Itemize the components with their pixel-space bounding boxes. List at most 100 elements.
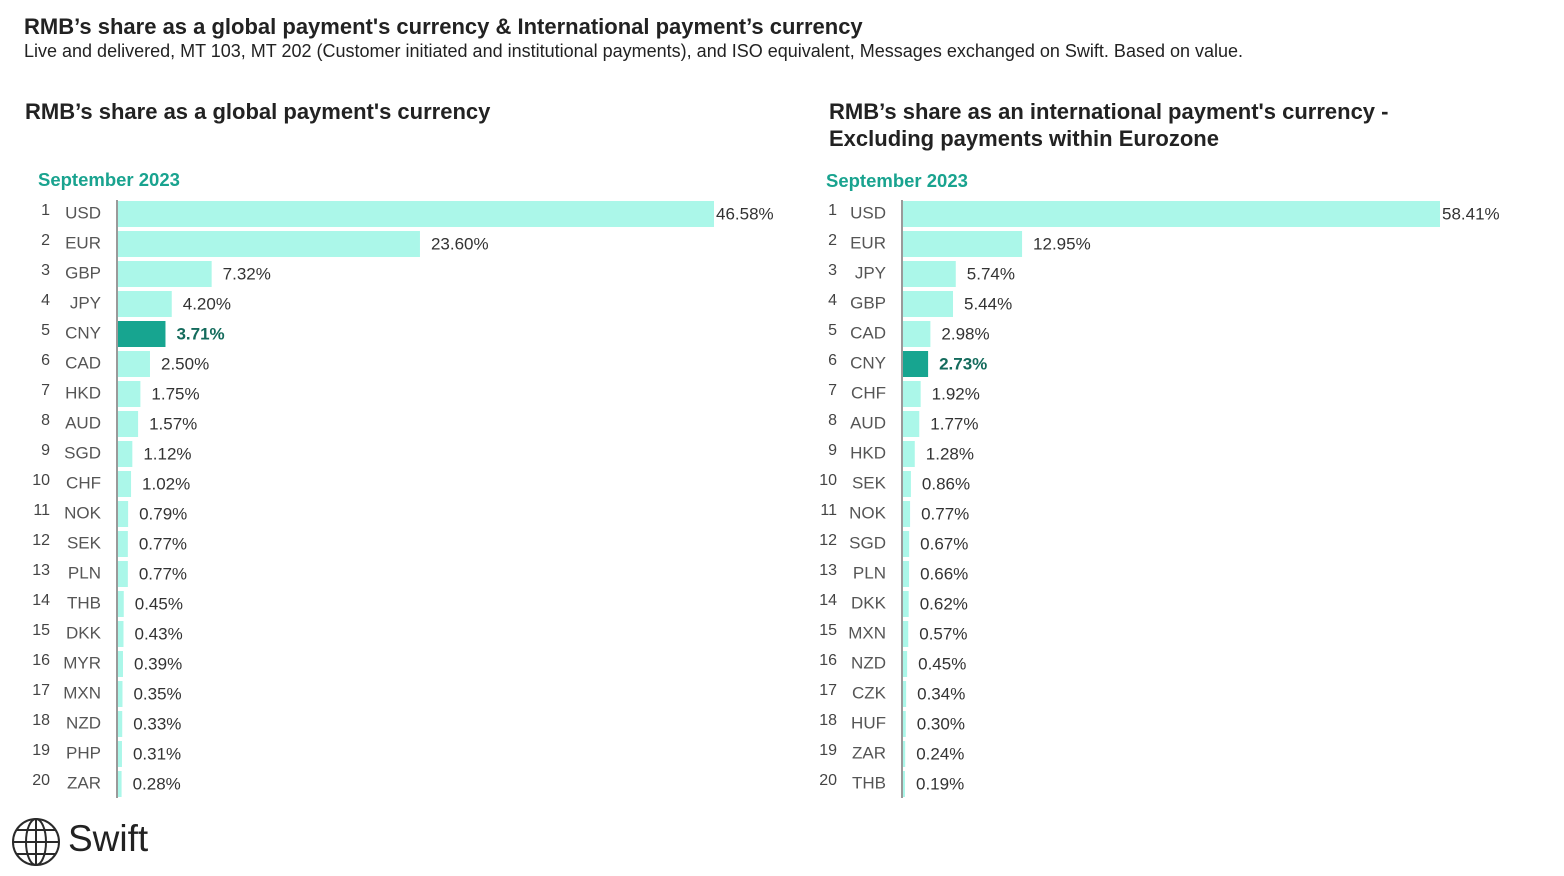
rank-label: 6 bbox=[828, 352, 837, 369]
page-title: RMB’s share as a global payment's curren… bbox=[24, 14, 863, 39]
rank-label: 5 bbox=[41, 322, 50, 339]
bar bbox=[118, 441, 133, 467]
value-label: 7.32% bbox=[223, 264, 271, 283]
currency-label: MXN bbox=[63, 683, 101, 702]
rank-label: 18 bbox=[819, 712, 837, 729]
currency-label: NOK bbox=[64, 503, 102, 522]
currency-label: MYR bbox=[63, 653, 101, 672]
value-label: 0.33% bbox=[133, 714, 181, 733]
rank-label: 20 bbox=[32, 772, 50, 789]
rank-label: 10 bbox=[32, 472, 50, 489]
rank-label: 7 bbox=[828, 382, 837, 399]
currency-label: HUF bbox=[851, 713, 886, 732]
currency-label: HKD bbox=[65, 383, 101, 402]
rank-label: 10 bbox=[819, 472, 837, 489]
rank-label: 6 bbox=[41, 352, 50, 369]
rank-label: 15 bbox=[819, 622, 837, 639]
bar bbox=[118, 651, 123, 677]
page-subtitle: Live and delivered, MT 103, MT 202 (Cust… bbox=[24, 41, 1244, 61]
currency-label: PLN bbox=[853, 563, 886, 582]
bar bbox=[118, 351, 150, 377]
chart-title-international: RMB’s share as an international payment'… bbox=[829, 99, 1389, 151]
currency-label: CHF bbox=[851, 383, 886, 402]
currency-label: GBP bbox=[850, 293, 886, 312]
bar bbox=[118, 711, 123, 737]
rank-label: 9 bbox=[828, 442, 837, 459]
rank-label: 14 bbox=[819, 592, 837, 609]
value-label: 0.31% bbox=[133, 744, 181, 763]
rank-label: 11 bbox=[33, 502, 50, 519]
currency-label: NZD bbox=[66, 713, 101, 732]
rank-label: 16 bbox=[819, 652, 837, 669]
rank-label: 3 bbox=[828, 262, 837, 279]
currency-label: JPY bbox=[855, 263, 886, 282]
bar bbox=[903, 261, 956, 287]
bar bbox=[118, 771, 122, 797]
value-label: 0.45% bbox=[135, 594, 183, 613]
bar bbox=[118, 471, 132, 497]
rank-label: 9 bbox=[41, 442, 50, 459]
bar bbox=[118, 291, 172, 317]
rank-label: 14 bbox=[32, 592, 50, 609]
value-label: 0.66% bbox=[920, 564, 968, 583]
currency-label: SEK bbox=[67, 533, 102, 552]
rank-label: 5 bbox=[828, 322, 837, 339]
value-label: 0.19% bbox=[916, 774, 964, 793]
currency-label: PLN bbox=[68, 563, 101, 582]
currency-label: AUD bbox=[850, 413, 886, 432]
globe-icon bbox=[12, 818, 60, 866]
value-label: 58.41% bbox=[1442, 204, 1500, 223]
bar bbox=[118, 531, 128, 557]
currency-label: DKK bbox=[66, 623, 102, 642]
currency-label: CHF bbox=[66, 473, 101, 492]
rank-label: 12 bbox=[819, 532, 837, 549]
rank-label: 16 bbox=[32, 652, 50, 669]
currency-label: EUR bbox=[850, 233, 886, 252]
value-label: 0.30% bbox=[917, 714, 965, 733]
value-label: 0.45% bbox=[918, 654, 966, 673]
value-label: 23.60% bbox=[431, 234, 489, 253]
value-label: 3.71% bbox=[176, 324, 224, 343]
bar bbox=[118, 501, 129, 527]
currency-label: THB bbox=[852, 773, 886, 792]
value-label: 0.67% bbox=[920, 534, 968, 553]
value-label: 5.74% bbox=[967, 264, 1015, 283]
value-label: 1.02% bbox=[142, 474, 190, 493]
global-currency-bar-chart: 1 USD 46.58%2 EUR 23.60%3 GBP 7.32%4 JPY 4.20%5 C… bbox=[32, 200, 774, 798]
bar bbox=[903, 471, 911, 497]
period-label-international: September 2023 bbox=[826, 170, 968, 191]
rank-label: 17 bbox=[819, 682, 837, 699]
bar bbox=[903, 231, 1023, 257]
value-label: 0.28% bbox=[133, 774, 181, 793]
bar bbox=[118, 621, 124, 647]
value-label: 0.62% bbox=[920, 594, 968, 613]
bar bbox=[903, 621, 909, 647]
rank-label: 7 bbox=[41, 382, 50, 399]
currency-label: USD bbox=[850, 203, 886, 222]
currency-label: SGD bbox=[849, 533, 886, 552]
bar bbox=[903, 531, 910, 557]
value-label: 0.57% bbox=[919, 624, 967, 643]
bar bbox=[903, 441, 915, 467]
bar bbox=[903, 681, 907, 707]
value-label: 2.50% bbox=[161, 354, 209, 373]
value-label: 1.28% bbox=[926, 444, 974, 463]
highlight-bar bbox=[903, 351, 929, 377]
bar bbox=[903, 561, 910, 587]
brand-name: Swift bbox=[68, 818, 149, 859]
value-label: 12.95% bbox=[1033, 234, 1091, 253]
period-label-global: September 2023 bbox=[38, 169, 180, 190]
bar bbox=[903, 501, 911, 527]
currency-label: MXN bbox=[848, 623, 886, 642]
currency-label: THB bbox=[67, 593, 101, 612]
rank-label: 12 bbox=[32, 532, 50, 549]
value-label: 0.34% bbox=[917, 684, 965, 703]
bar bbox=[903, 741, 906, 767]
rank-label: 8 bbox=[41, 412, 50, 429]
bar bbox=[903, 381, 921, 407]
bar bbox=[118, 561, 128, 587]
rank-label: 13 bbox=[819, 562, 837, 579]
currency-label: DKK bbox=[851, 593, 887, 612]
currency-label: AUD bbox=[65, 413, 101, 432]
